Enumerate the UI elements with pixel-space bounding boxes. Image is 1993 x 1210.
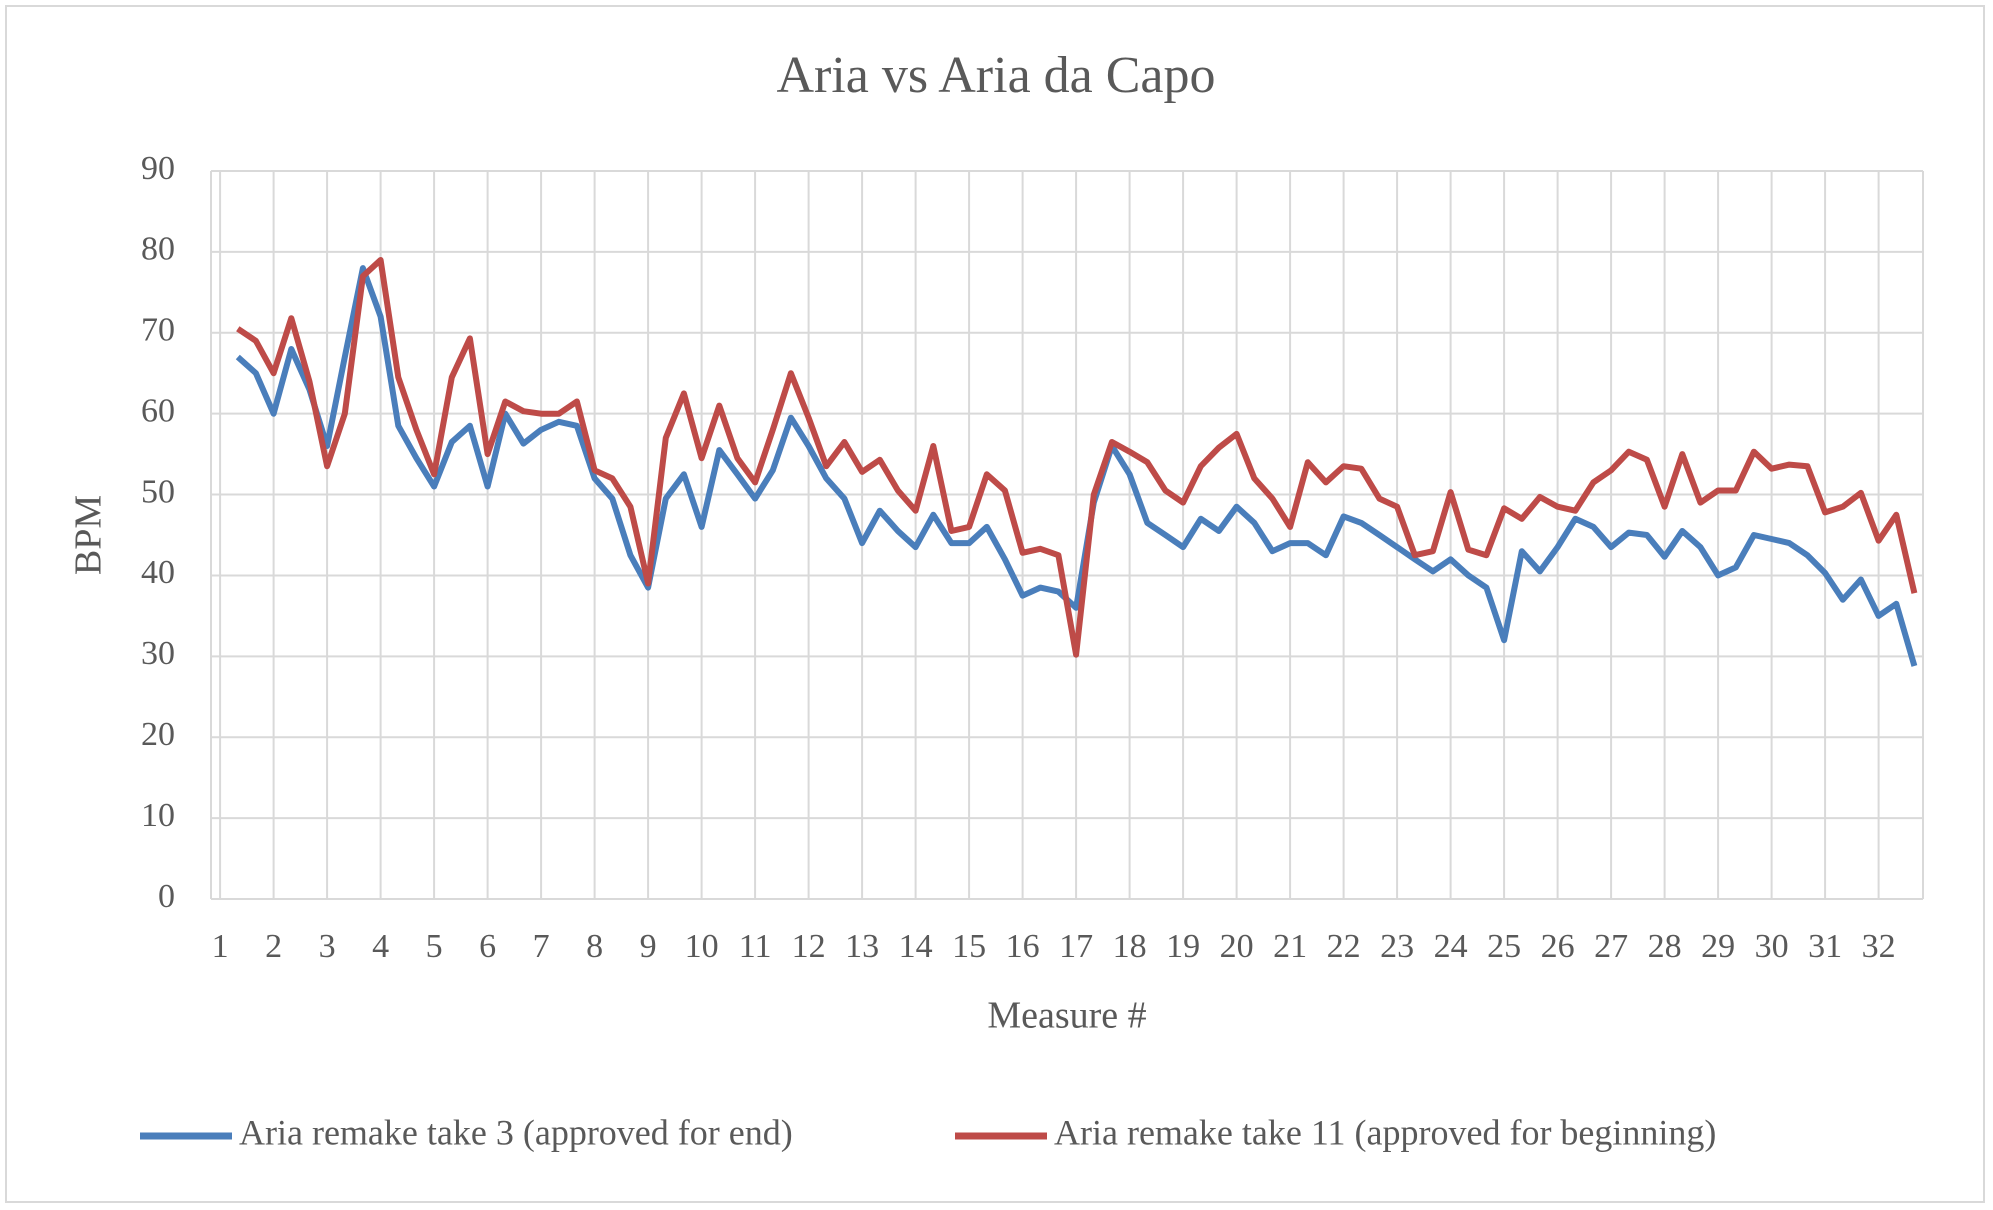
legend-label: Aria remake take 11 (approved for beginn… xyxy=(1054,1112,1716,1152)
x-tick-label: 20 xyxy=(1220,928,1254,965)
x-tick-label: 2 xyxy=(265,928,282,965)
x-tick-label: 28 xyxy=(1648,928,1682,965)
x-tick-label: 15 xyxy=(952,928,986,965)
x-tick-label: 16 xyxy=(1006,928,1040,965)
x-tick-label: 12 xyxy=(792,928,826,965)
data-line xyxy=(236,257,1918,658)
x-tick-label: 24 xyxy=(1434,928,1468,965)
y-tick-label: 80 xyxy=(141,231,175,268)
x-tick-label: 23 xyxy=(1380,928,1414,965)
y-tick-label: 90 xyxy=(141,150,175,187)
x-tick-label: 4 xyxy=(372,928,389,965)
x-tick-label: 9 xyxy=(640,928,657,965)
y-tick-label: 40 xyxy=(141,554,175,591)
x-tick-label: 5 xyxy=(426,928,443,965)
x-tick-label: 17 xyxy=(1059,928,1093,965)
x-tick-label: 7 xyxy=(533,928,550,965)
y-axis-label: BPM xyxy=(68,495,110,575)
x-tick-label: 26 xyxy=(1541,928,1575,965)
y-tick-label: 10 xyxy=(141,797,175,834)
y-tick-label: 50 xyxy=(141,473,175,510)
x-tick-label: 6 xyxy=(479,928,496,965)
x-tick-label: 30 xyxy=(1755,928,1789,965)
x-tick-label: 31 xyxy=(1808,928,1842,965)
y-tick-label: 20 xyxy=(141,716,175,753)
x-tick-label: 21 xyxy=(1273,928,1307,965)
x-tick-label: 25 xyxy=(1487,928,1521,965)
x-axis-label: Measure # xyxy=(987,995,1146,1037)
y-tick-label: 70 xyxy=(141,312,175,349)
x-tick-label: 29 xyxy=(1701,928,1735,965)
x-tick-label: 32 xyxy=(1862,928,1896,965)
y-tick-label: 60 xyxy=(141,392,175,429)
x-tick-label: 8 xyxy=(586,928,603,965)
x-tick-label: 22 xyxy=(1327,928,1361,965)
x-tick-label: 1 xyxy=(212,928,229,965)
chart-title: Aria vs Aria da Capo xyxy=(776,47,1215,104)
x-tick-label: 13 xyxy=(845,928,879,965)
x-tick-label: 3 xyxy=(319,928,336,965)
x-tick-label: 18 xyxy=(1113,928,1147,965)
y-tick-label: 0 xyxy=(158,878,175,915)
chart-frame xyxy=(5,5,1985,1203)
x-tick-label: 27 xyxy=(1594,928,1628,965)
x-tick-label: 11 xyxy=(739,928,772,965)
x-tick-label: 14 xyxy=(899,928,933,965)
legend-label: Aria remake take 3 (approved for end) xyxy=(239,1112,793,1152)
y-tick-label: 30 xyxy=(141,635,175,672)
x-tick-label: 19 xyxy=(1166,928,1200,965)
x-tick-label: 10 xyxy=(685,928,719,965)
data-line xyxy=(235,265,1918,667)
